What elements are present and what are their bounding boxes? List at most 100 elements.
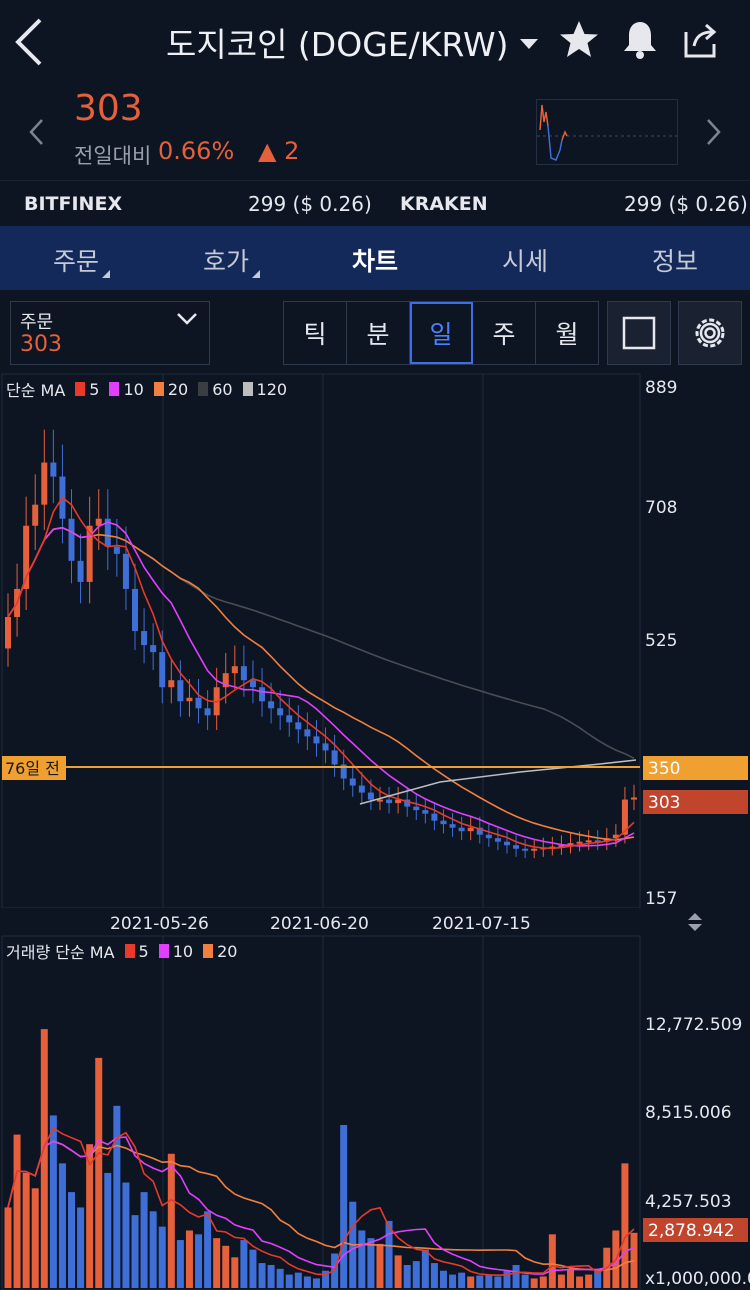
vol-ma10-line: [7, 1136, 635, 1275]
volume-bar: [312, 1278, 320, 1288]
volume-bar: [22, 1172, 30, 1288]
y-tick-label: 525: [645, 631, 677, 651]
volume-bar: [322, 1270, 330, 1288]
legend-label: 5: [89, 379, 100, 399]
candle-body: [367, 792, 374, 800]
prev-coin-chevron-icon[interactable]: [26, 117, 48, 147]
period-month-button[interactable]: 월: [555, 320, 579, 349]
exchange-name: KRAKEN: [400, 193, 488, 215]
volume-bar: [68, 1192, 76, 1288]
tab-label: 정보: [651, 247, 698, 276]
settings-button[interactable]: [678, 301, 742, 365]
volume-bar: [86, 1144, 94, 1288]
volume-bar: [566, 1268, 574, 1288]
bell-icon[interactable]: [618, 18, 662, 62]
marker-price-tag: 350: [648, 759, 680, 779]
volume-bar: [303, 1276, 311, 1288]
current-price-tag-bg: [643, 790, 748, 814]
candle-body: [567, 843, 574, 846]
volume-bar: [449, 1274, 457, 1288]
volume-bar: [4, 1207, 12, 1288]
volume-bar: [113, 1105, 121, 1288]
order-price-select[interactable]: [10, 301, 210, 365]
candle-body: [458, 827, 465, 832]
volume-bar: [213, 1238, 221, 1288]
vol-unit-label: x1,000,000.0: [645, 1269, 750, 1289]
tab-order[interactable]: 주문: [16, 242, 136, 278]
x-tick-label: 2021-05-26: [110, 914, 209, 934]
back-arrow-icon[interactable]: [10, 14, 50, 70]
candle-body: [494, 838, 501, 842]
volume-bar: [122, 1182, 130, 1288]
candle-body: [413, 806, 420, 811]
legend-swatch: [153, 382, 164, 396]
volume-ma-legend[interactable]: 거래량 단순 MA 5 10 20: [6, 939, 237, 963]
ma5-line: [7, 496, 635, 850]
next-coin-chevron-icon[interactable]: [702, 117, 724, 147]
volume-bar: [512, 1264, 520, 1288]
chart-area[interactable]: 76일 전 350 303 889 708 525 157 2021-05-26…: [0, 372, 750, 1290]
candle-body: [186, 697, 193, 702]
fullscreen-button[interactable]: [607, 301, 671, 365]
tab-chart[interactable]: 차트: [315, 242, 435, 278]
tab-orderbook[interactable]: 호가: [166, 242, 286, 278]
candle-body: [122, 553, 129, 589]
candle-body: [295, 722, 302, 730]
volume-bar: [249, 1249, 257, 1288]
coin-title-selector[interactable]: 도지코인 (DOGE/KRW): [166, 18, 539, 66]
volume-bar: [503, 1270, 511, 1288]
legend-swatch: [124, 944, 135, 958]
current-price: 303: [74, 88, 143, 129]
vol-current-tag-bg: [643, 1218, 748, 1242]
legend-swatch: [198, 382, 209, 396]
vol-y-tick-label: 12,772.509: [645, 1015, 742, 1035]
x-tick-label: 2021-06-20: [270, 914, 369, 934]
mini-chart[interactable]: [536, 99, 678, 165]
volume-bar: [358, 1230, 366, 1288]
candle-body: [467, 827, 474, 832]
resize-handle-icon[interactable]: [688, 913, 702, 931]
candle-body: [358, 785, 365, 793]
volume-bar: [104, 1172, 112, 1288]
period-week-button[interactable]: 주: [473, 302, 536, 364]
candle-body: [86, 525, 93, 582]
exchange-value: 299 ($ 0.26): [624, 192, 748, 216]
tab-market[interactable]: 시세: [465, 242, 585, 278]
volume-bar: [58, 1163, 66, 1288]
period-day-button[interactable]: 일: [410, 302, 473, 364]
price-ma-legend[interactable]: 단순 MA 5 10 20 60 120: [6, 377, 287, 401]
volume-bar: [385, 1220, 393, 1288]
volume-bar: [630, 1232, 638, 1288]
volume-bar: [403, 1264, 411, 1288]
volume-bar: [222, 1245, 230, 1288]
share-icon[interactable]: [678, 18, 722, 62]
volume-bar: [585, 1274, 593, 1288]
legend-swatch: [158, 944, 169, 958]
vol-y-tick-label: 4,257.503: [645, 1192, 732, 1212]
volume-bar: [621, 1163, 629, 1288]
square-icon: [622, 316, 656, 350]
volume-bar: [430, 1263, 438, 1288]
volume-bar: [421, 1249, 429, 1288]
past-price-label: 76일 전: [5, 759, 60, 778]
volume-bar: [131, 1215, 139, 1288]
candle-body: [612, 834, 619, 839]
order-value: 303: [20, 332, 62, 357]
period-tick-button[interactable]: 틱: [284, 302, 347, 364]
period-minute-button[interactable]: 분: [347, 302, 410, 364]
volume-bar: [158, 1226, 166, 1288]
volume-bar: [40, 1029, 48, 1288]
candle-body: [395, 799, 402, 804]
volume-bar: [576, 1276, 584, 1288]
candle-body: [331, 750, 338, 765]
candle-body: [386, 799, 393, 804]
candle-body: [304, 729, 311, 737]
volume-bar: [594, 1270, 602, 1288]
candle-body: [132, 588, 139, 632]
candle-body: [41, 462, 48, 505]
tab-info[interactable]: 정보: [615, 242, 735, 278]
ma20-line: [7, 526, 635, 841]
candle-body: [159, 652, 166, 688]
star-icon[interactable]: [557, 18, 601, 62]
tab-label: 차트: [351, 247, 398, 276]
